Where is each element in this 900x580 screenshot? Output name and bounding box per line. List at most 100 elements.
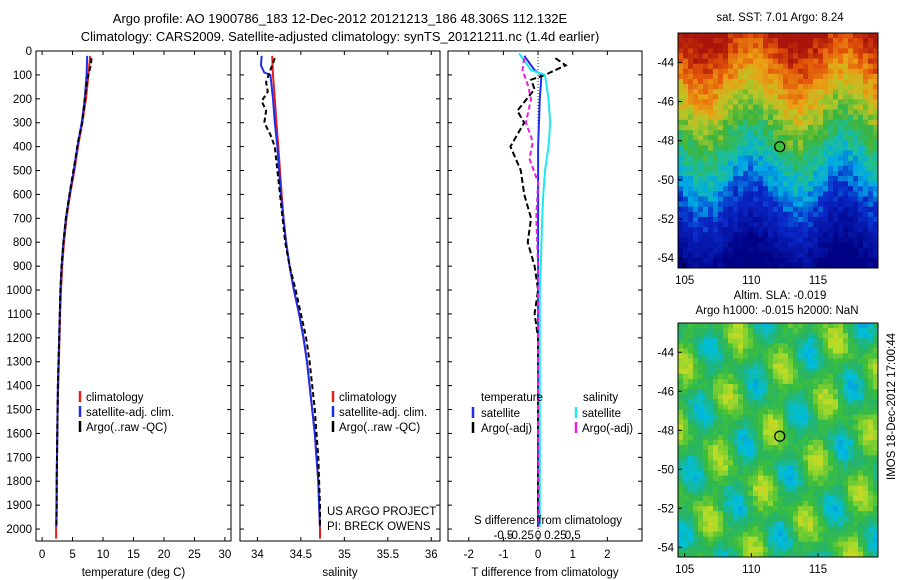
- y-tick-label: 0: [26, 46, 32, 58]
- heatmap-cell: [763, 222, 769, 228]
- heatmap-cell: [738, 384, 744, 390]
- heatmap-cell: [688, 521, 694, 527]
- heatmap-cell: [873, 38, 879, 44]
- heatmap-cell: [863, 409, 869, 415]
- heatmap-cell: [678, 109, 684, 116]
- heatmap-cell: [833, 73, 839, 80]
- heatmap-cell: [728, 419, 734, 426]
- heatmap-cell: [858, 227, 864, 233]
- heatmap-cell: [753, 389, 759, 395]
- heatmap-cell: [713, 99, 719, 105]
- heatmap-cell: [748, 119, 754, 126]
- heatmap-cell: [758, 170, 764, 177]
- heatmap-cell: [693, 186, 699, 192]
- heatmap-cell: [683, 328, 689, 334]
- heatmap-cell: [813, 536, 819, 543]
- heatmap-cell: [738, 48, 744, 54]
- heatmap-cell: [798, 333, 804, 339]
- x-tick-label: 25: [188, 549, 201, 561]
- heatmap-cell: [763, 227, 769, 233]
- heatmap-cell: [678, 216, 684, 223]
- heatmap-cell: [873, 516, 879, 522]
- heatmap-cell: [738, 394, 744, 400]
- heatmap-cell: [848, 328, 854, 334]
- heatmap-cell: [733, 429, 739, 436]
- heatmap-cell: [808, 232, 814, 238]
- heatmap-cell: [823, 541, 829, 548]
- heatmap-cell: [813, 526, 819, 532]
- heatmap-cell: [803, 176, 809, 182]
- heatmap-cell: [853, 165, 859, 172]
- heatmap-cell: [743, 38, 749, 44]
- heatmap-cell: [868, 145, 874, 151]
- heatmap-cell: [703, 541, 709, 548]
- heatmap-cell: [738, 33, 744, 39]
- heatmap-cell: [713, 389, 719, 395]
- heatmap-cell: [753, 63, 759, 70]
- heatmap-cell: [873, 242, 879, 248]
- heatmap-cell: [753, 191, 759, 197]
- heatmap-cell: [793, 323, 799, 329]
- heatmap-cell: [783, 99, 789, 105]
- heatmap-cell: [678, 130, 684, 136]
- heatmap-cell: [728, 465, 734, 471]
- heatmap-cell: [848, 73, 854, 80]
- heatmap-cell: [728, 109, 734, 116]
- heatmap-cell: [778, 33, 784, 39]
- heatmap-cell: [858, 445, 864, 451]
- heatmap-cell: [853, 170, 859, 177]
- heatmap-cell: [743, 384, 749, 390]
- heatmap-cell: [758, 501, 764, 507]
- heatmap-cell: [823, 440, 829, 446]
- heatmap-cell: [723, 343, 729, 349]
- heatmap-cell: [768, 424, 774, 431]
- heatmap-cell: [733, 511, 739, 517]
- heatmap-cell: [853, 124, 859, 131]
- heatmap-cell: [848, 455, 854, 461]
- heatmap-cell: [758, 384, 764, 390]
- heatmap-cell: [748, 338, 754, 344]
- heatmap-cell: [813, 404, 819, 410]
- heatmap-cell: [793, 333, 799, 339]
- heatmap-cell: [708, 196, 714, 202]
- heatmap-cell: [738, 419, 744, 426]
- heatmap-cell: [808, 516, 814, 522]
- heatmap-cell: [848, 511, 854, 517]
- heatmap-cell: [863, 440, 869, 446]
- heatmap-cell: [813, 465, 819, 471]
- heatmap-cell: [853, 378, 859, 385]
- heatmap-cell: [763, 526, 769, 532]
- heatmap-cell: [733, 526, 739, 532]
- heatmap-cell: [698, 89, 704, 95]
- heatmap-cell: [798, 536, 804, 543]
- heatmap-cell: [773, 84, 779, 90]
- heatmap-cell: [778, 389, 784, 395]
- heatmap-cell: [703, 247, 709, 254]
- heatmap-cell: [758, 211, 764, 218]
- heatmap-cell: [798, 440, 804, 446]
- heatmap-cell: [688, 541, 694, 548]
- heatmap-cell: [778, 343, 784, 349]
- map-y-tick-label: -44: [657, 57, 674, 69]
- heatmap-cell: [823, 68, 829, 75]
- heatmap-cell: [783, 475, 789, 482]
- heatmap-cell: [698, 176, 704, 182]
- heatmap-cell: [738, 414, 744, 421]
- heatmap-cell: [853, 68, 859, 75]
- heatmap-cell: [848, 186, 854, 192]
- heatmap-cell: [843, 480, 849, 487]
- heatmap-cell: [853, 232, 859, 238]
- heatmap-cell: [858, 414, 864, 421]
- heatmap-cell: [738, 227, 744, 233]
- heatmap-cell: [703, 551, 709, 558]
- heatmap-cell: [678, 48, 684, 54]
- heatmap-cell: [683, 58, 689, 65]
- heatmap-cell: [838, 373, 844, 380]
- heatmap-cell: [873, 368, 879, 375]
- heatmap-cell: [723, 394, 729, 400]
- heatmap-cell: [813, 257, 819, 264]
- heatmap-cell: [693, 48, 699, 54]
- heatmap-cell: [858, 475, 864, 482]
- heatmap-cell: [678, 516, 684, 522]
- heatmap-cell: [838, 470, 844, 477]
